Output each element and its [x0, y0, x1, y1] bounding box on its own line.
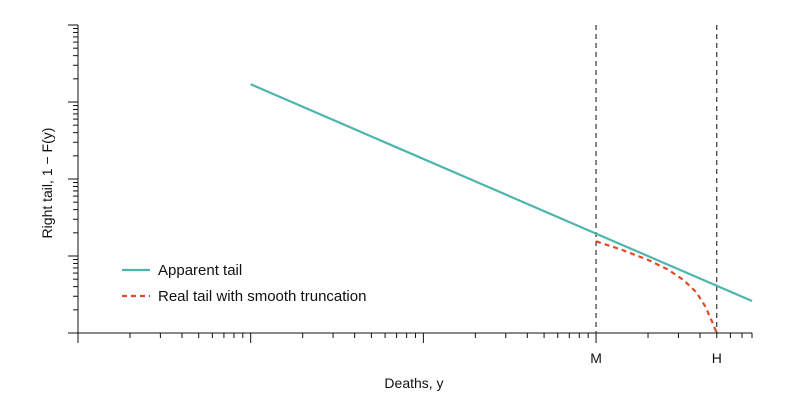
- x-axis-label: Deaths, y: [384, 375, 443, 391]
- x-tick-label-m: M: [590, 350, 602, 366]
- x-axis-ticks: [77, 333, 753, 343]
- x-tick-label-h: H: [712, 350, 722, 366]
- y-axis-label: Right tail, 1 − F(y): [39, 128, 55, 239]
- legend: Apparent tail Real tail with smooth trun…: [122, 262, 366, 305]
- series-line-0: [250, 83, 753, 303]
- plot-frame: [77, 25, 752, 334]
- reference-lines: [595, 25, 718, 333]
- series-lines: [250, 83, 753, 334]
- series-line-1: [595, 240, 718, 334]
- legend-label-apparent-tail: Apparent tail: [158, 262, 242, 279]
- y-axis-ticks: [68, 24, 78, 334]
- legend-label-real-tail: Real tail with smooth truncation: [158, 288, 366, 305]
